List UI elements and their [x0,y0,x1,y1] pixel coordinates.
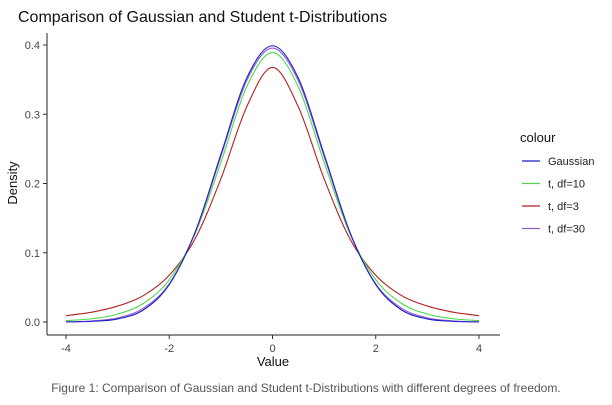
figure-caption: Figure 1: Comparison of Gaussian and Stu… [51,381,561,395]
y-tick-label: 0.2 [25,179,40,191]
series-line-t-df-30 [65,47,480,323]
plot-area [65,45,480,323]
x-tick-label: -4 [61,343,71,355]
legend-items: Gaussian t, df=10 t, df=3 t, df=30 [522,156,594,236]
y-tick-label: 0.4 [25,40,40,52]
y-tick-label: 0.1 [25,248,40,260]
y-tick-label: 0.3 [25,109,40,121]
x-tick-label: -2 [164,343,174,355]
series-line-t-df-10 [65,51,480,322]
x-axis-label: Value [257,354,289,369]
legend-label: Gaussian [548,156,594,168]
legend-title: colour [520,130,556,145]
legend: colour Gaussian t, df=10 t, df=3 t, df=30 [520,130,594,236]
legend-label: t, df=10 [548,179,585,191]
series-line-gaussian [65,45,480,323]
x-tick-label: 4 [476,343,482,355]
legend-label: t, df=3 [548,201,579,213]
x-tick-label: 0 [269,343,275,355]
legend-label: t, df=30 [548,224,585,236]
y-tick-label: 0.0 [25,317,40,329]
chart-title: Comparison of Gaussian and Student t-Dis… [18,9,387,26]
x-tick-label: 2 [373,343,379,355]
series-line-t-df-3 [65,66,480,317]
x-ticks: -4 -2 0 2 4 [61,335,482,355]
y-ticks: 0.0 0.1 0.2 0.3 0.4 [25,40,47,329]
y-axis-label: Density [5,161,20,205]
